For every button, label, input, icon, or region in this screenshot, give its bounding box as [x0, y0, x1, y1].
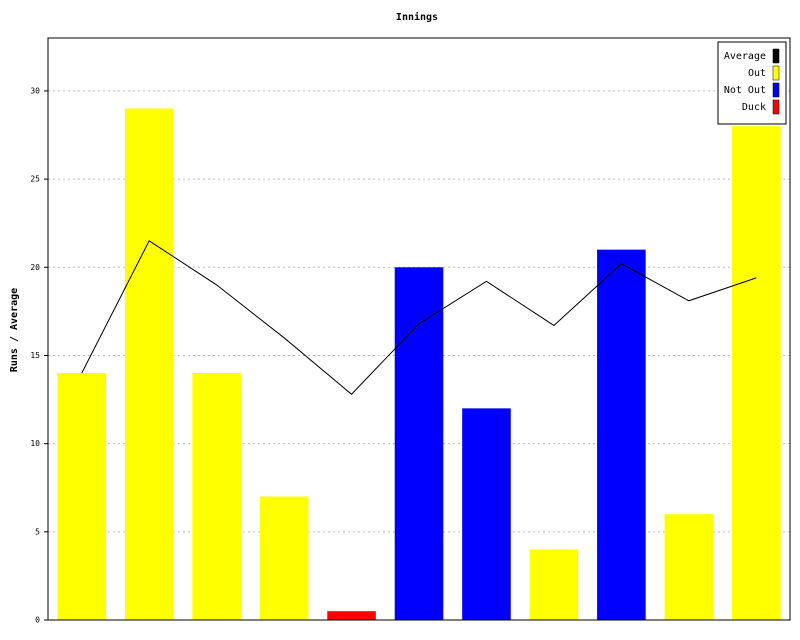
legend-label: Out	[748, 68, 766, 79]
bar	[597, 249, 646, 621]
legend-label: Duck	[742, 102, 766, 113]
y-tick-label: 0	[35, 616, 40, 625]
legend-swatch	[772, 99, 780, 115]
bar	[124, 108, 174, 620]
bar	[664, 514, 714, 620]
legend-swatch	[772, 82, 780, 98]
y-tick-label: 5	[35, 527, 40, 536]
plot-frame	[47, 37, 791, 621]
y-tick-label: 30	[30, 86, 40, 95]
y-tick-label: 15	[30, 351, 40, 360]
bar	[57, 373, 107, 620]
y-axis-label: Runs / Average	[9, 288, 20, 372]
legend-swatch	[772, 48, 780, 64]
bar	[327, 611, 376, 620]
bar	[462, 408, 511, 620]
bar	[259, 496, 309, 620]
y-tick-label: 10	[30, 439, 40, 448]
y-tick-label: 25	[30, 175, 40, 184]
bar	[394, 267, 444, 620]
y-tick-label: 20	[30, 263, 40, 272]
bar	[529, 549, 579, 620]
bar	[192, 373, 241, 620]
legend-label: Not Out	[724, 85, 766, 96]
legend-label: Average	[724, 51, 766, 62]
bar	[731, 126, 781, 620]
average-line	[81, 240, 757, 395]
chart-title: Innings	[396, 11, 438, 23]
legend-swatch	[772, 65, 780, 81]
legend: Average Out Not Out Duck	[717, 41, 787, 125]
